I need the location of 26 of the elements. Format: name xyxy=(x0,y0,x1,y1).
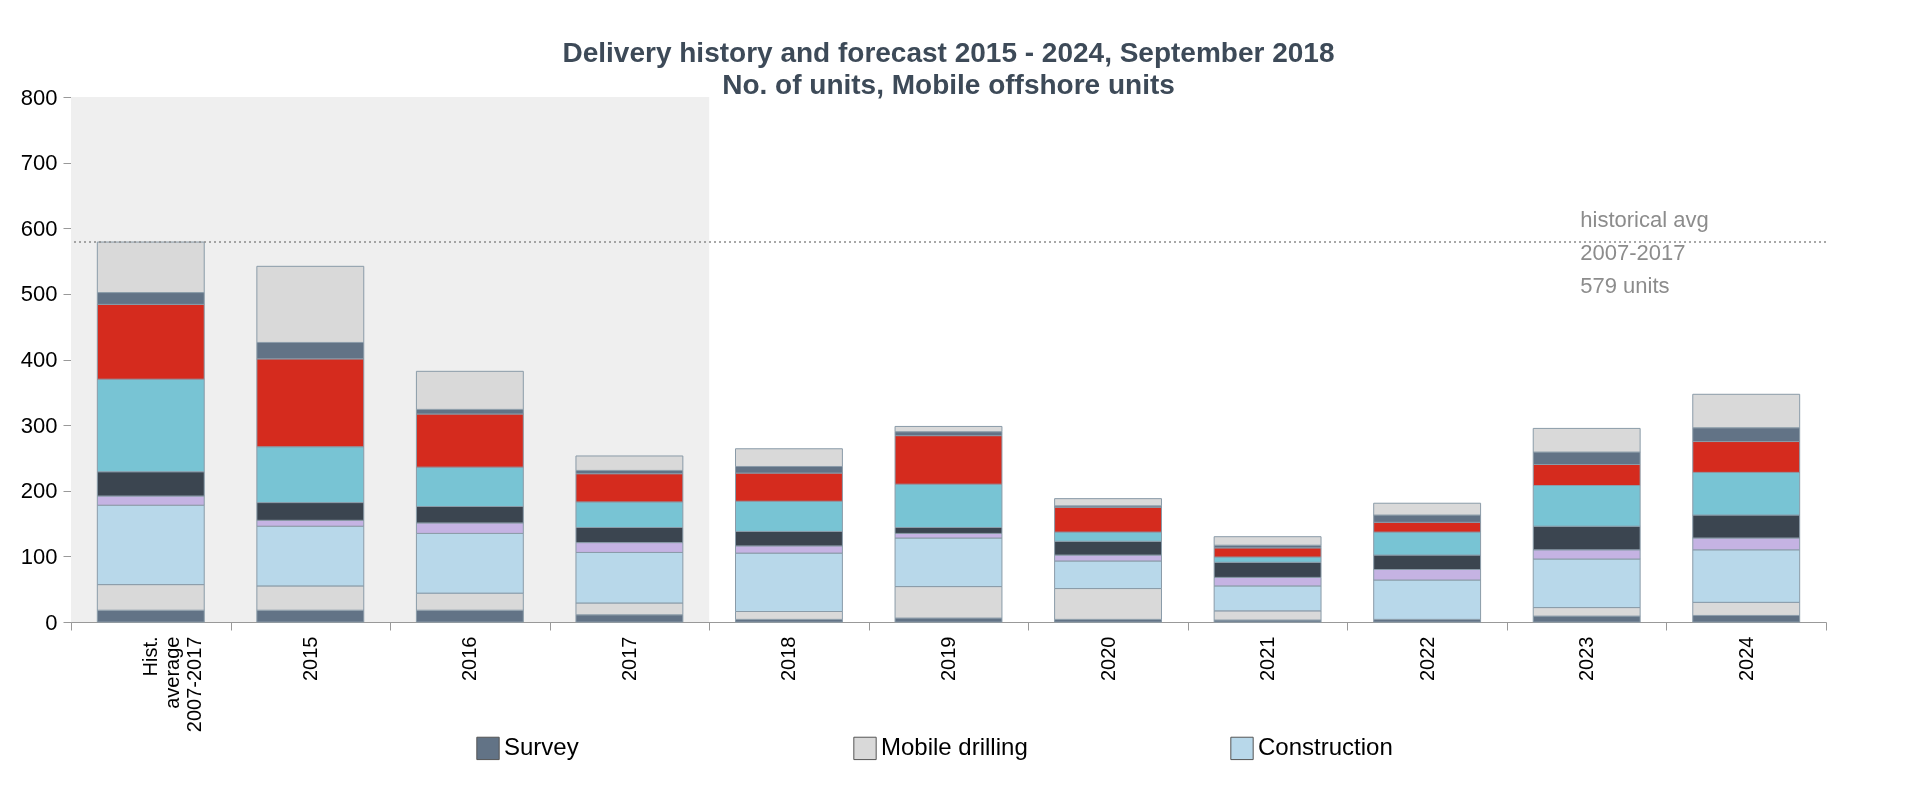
y-tick-label: 800 xyxy=(20,84,58,110)
y-tick-label: 700 xyxy=(20,150,58,176)
y-tick-label: 600 xyxy=(20,215,58,241)
y-tick-label: 500 xyxy=(20,281,58,307)
y-tick-label: 200 xyxy=(20,478,58,504)
x-tick-label: 2019 xyxy=(937,636,959,681)
y-tick-label: 0 xyxy=(45,609,58,635)
x-tick-label: 2020 xyxy=(1096,636,1119,681)
x-tick-label: 2018 xyxy=(777,636,800,681)
y-tick-label: 300 xyxy=(20,412,58,438)
x-tick-label: 2023 xyxy=(1575,636,1598,681)
legend-label: Construction xyxy=(1258,733,1393,761)
x-tick-label: 2015 xyxy=(298,636,321,681)
x-tick-label: 2022 xyxy=(1415,636,1438,681)
legend-label: Mobile drilling xyxy=(881,733,1028,761)
x-tick-label: 2016 xyxy=(458,636,481,681)
legend-label: Survey xyxy=(504,733,579,761)
ref-line-label: historical avg 2007-2017 579 units xyxy=(1580,207,1709,299)
x-tick-label: Hist. average 2007-2017 xyxy=(139,636,206,733)
chart-subtitle: No. of units, Mobile offshore units xyxy=(722,69,1175,100)
x-tick-label: 2017 xyxy=(617,636,640,681)
y-tick-label: 400 xyxy=(20,347,58,372)
x-tick-label: 2021 xyxy=(1256,636,1279,681)
chart-title: Delivery history and forecast 2015 - 2024, September 2018 xyxy=(562,37,1335,68)
y-tick-label: 100 xyxy=(20,543,58,569)
x-tick-label: 2024 xyxy=(1734,636,1757,681)
